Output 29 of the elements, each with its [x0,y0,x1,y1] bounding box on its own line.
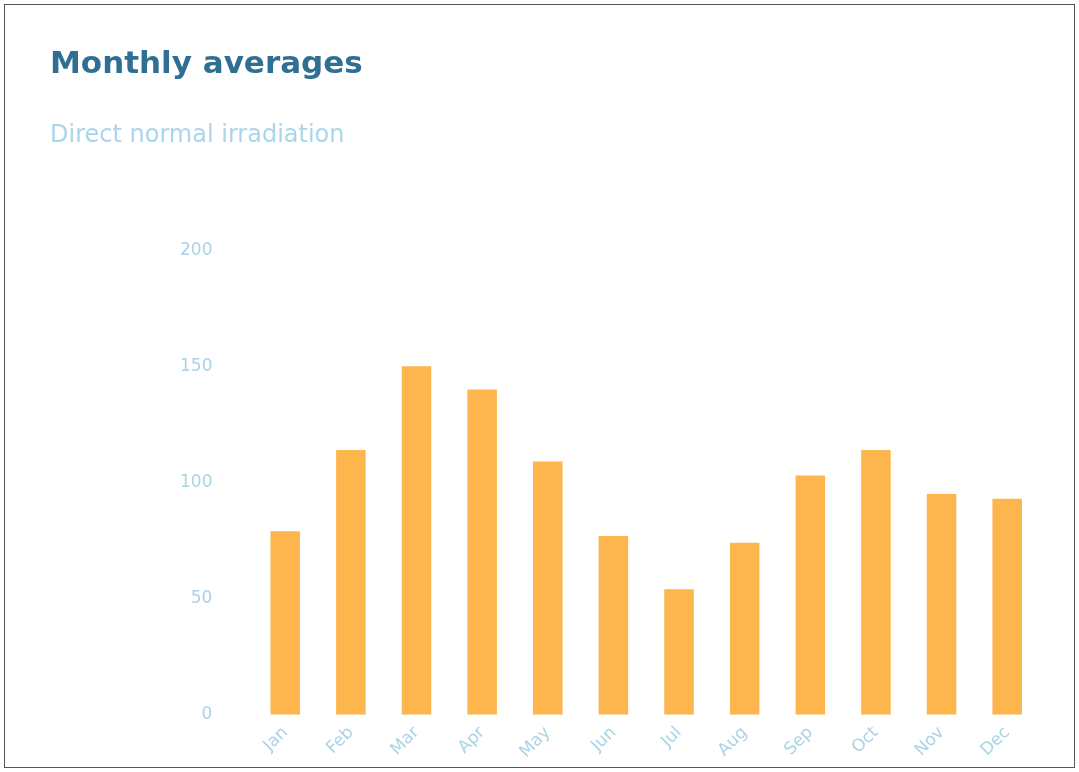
bar [795,475,826,715]
y-tick-label: 50 [190,587,213,608]
x-tick-label: Jul [655,721,685,752]
bar [598,535,629,715]
bar [533,461,563,715]
bar [861,449,891,715]
bar [992,498,1022,715]
bar [729,542,760,715]
y-tick-label: 0 [201,703,213,724]
chart-subtitle: Direct normal irradiation [50,120,345,148]
x-tick-label: Nov [909,721,948,760]
x-tick-label: Oct [846,721,883,757]
x-tick-label: Dec [975,721,1014,760]
x-tick-label: Feb [321,721,357,758]
y-tick-label: 100 [179,470,213,491]
bar [270,531,301,715]
chart-title: Monthly averages [50,44,363,80]
x-tick-label: Apr [453,721,489,757]
y-tick-label: 200 [179,238,213,259]
bar [401,366,432,715]
y-tick-label: 150 [179,354,213,375]
bar [336,449,366,715]
x-tick-label: Jan [257,721,292,756]
x-tick-label: Sep [779,721,817,759]
bar [926,494,957,715]
x-tick-label: Mar [385,721,423,759]
bar [664,589,694,715]
x-tick-label: Jun [585,721,620,756]
bar [467,389,497,715]
